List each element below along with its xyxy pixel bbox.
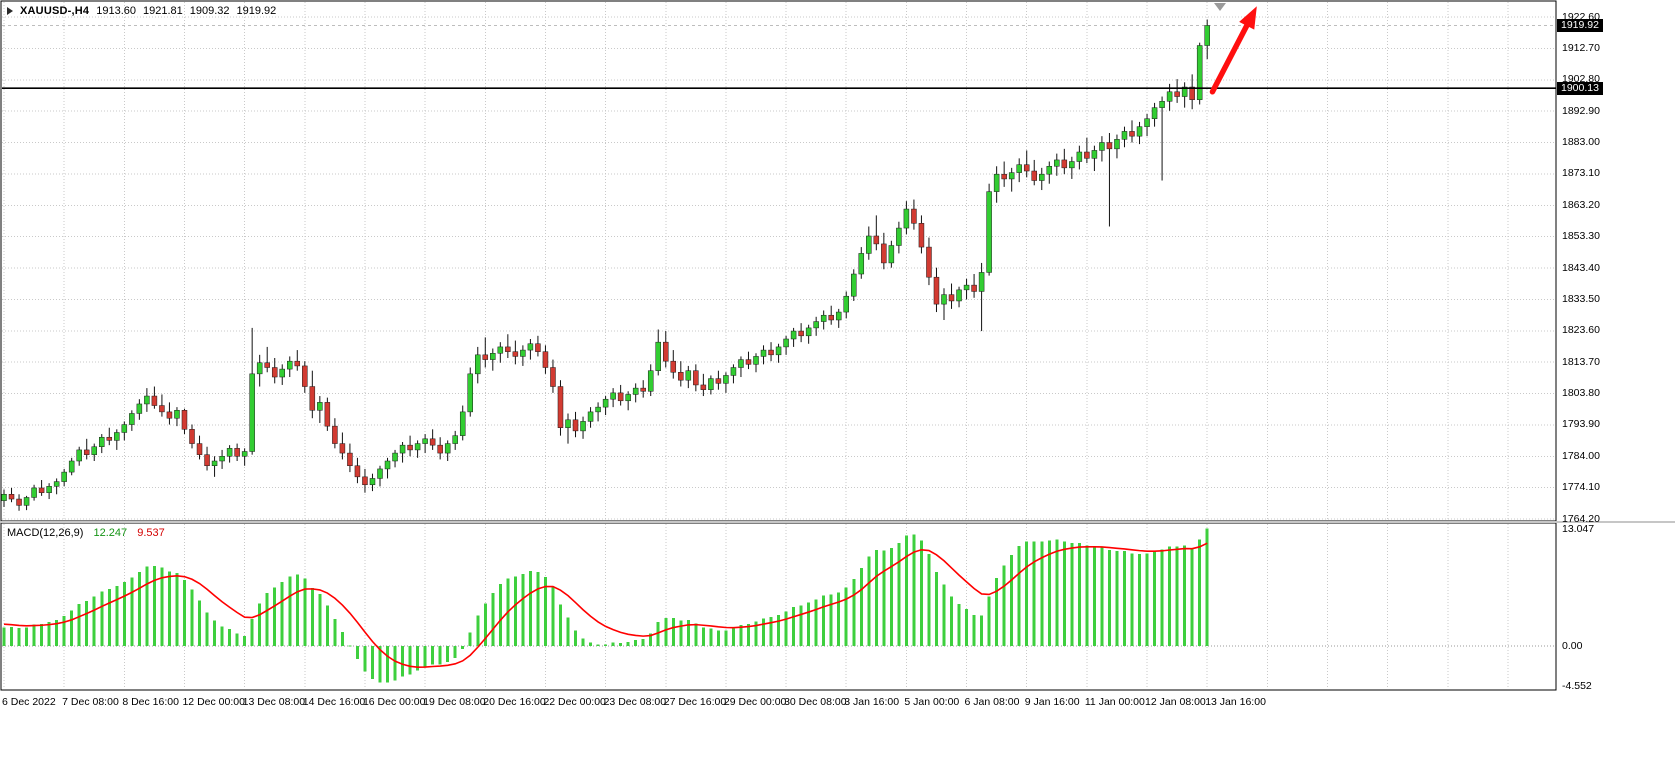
macd-scale-top: 13.047: [1562, 522, 1595, 535]
annotations-layer[interactable]: [1209, 3, 1257, 95]
macd-signal-line: [3, 542, 1208, 668]
macd-scale-bottom: -4.552: [1562, 679, 1592, 692]
macd-histogram: [2, 528, 1209, 683]
hline-price-badge: 1900.13: [1557, 81, 1603, 95]
macd-scale-zero: 0.00: [1562, 639, 1583, 652]
candles-layer: [1, 19, 1210, 511]
panel-separator[interactable]: [0, 521, 1675, 523]
frame-layer: [0, 0, 1675, 691]
chart-shift-marker: [1214, 3, 1226, 11]
trend-arrow-line[interactable]: [1209, 23, 1250, 95]
trend-arrow-head[interactable]: [1239, 6, 1257, 30]
current-price-badge: 1919.92: [1557, 18, 1603, 32]
one-click-trading-icon[interactable]: [7, 7, 13, 15]
